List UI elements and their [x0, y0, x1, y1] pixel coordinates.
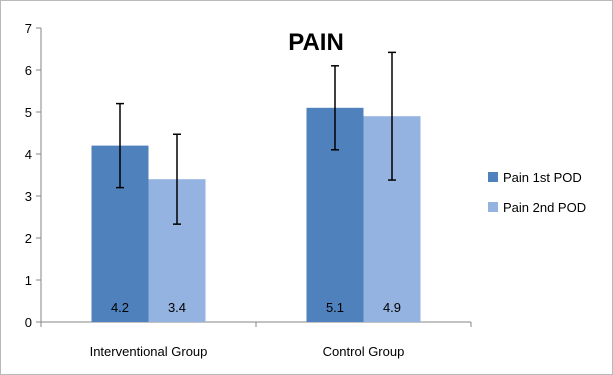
data-label: 3.4 [168, 300, 186, 315]
y-tick-label: 2 [25, 231, 32, 246]
chart-title: PAIN [288, 29, 344, 56]
labels: Interventional Group 4.2 3.4 Control Group 5… [90, 300, 405, 359]
y-tick-label: 4 [25, 147, 32, 162]
legend-label: Pain 2nd POD [503, 200, 586, 215]
legend-swatch [488, 202, 498, 212]
x-category-label: Control Group [323, 344, 405, 359]
y-tick-label: 5 [25, 105, 32, 120]
data-label: 5.1 [326, 300, 344, 315]
y-tick-label: 6 [25, 63, 32, 78]
x-category-label: Interventional Group [90, 344, 208, 359]
y-tick-label: 3 [25, 189, 32, 204]
y-tick-label: 1 [25, 273, 32, 288]
legend: Pain 1st POD Pain 2nd POD [488, 170, 586, 215]
data-label: 4.9 [383, 300, 401, 315]
legend-label: Pain 1st POD [503, 170, 582, 185]
legend-swatch [488, 172, 498, 182]
error-bars [116, 51, 396, 225]
data-label: 4.2 [111, 300, 129, 315]
bars [91, 107, 421, 322]
y-tick-label: 7 [25, 21, 32, 36]
y-tick-label: 0 [25, 315, 32, 330]
